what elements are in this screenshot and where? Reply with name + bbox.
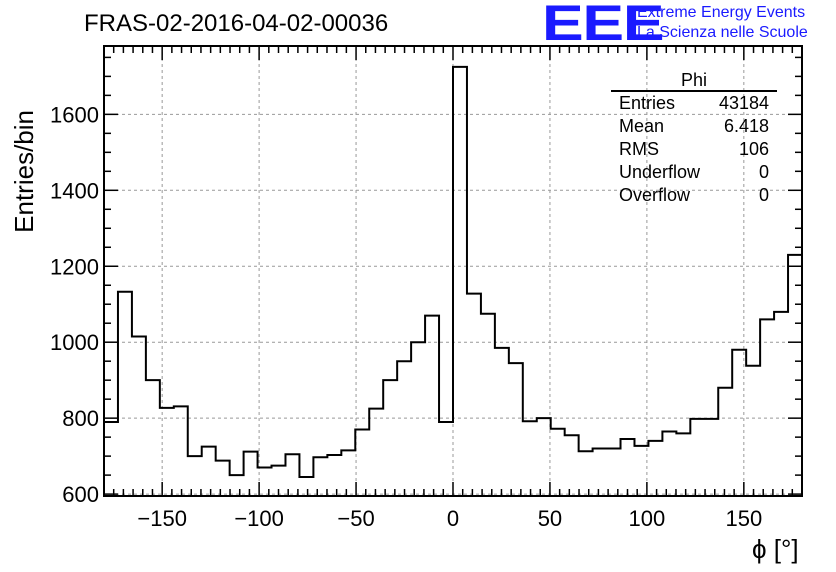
stats-row-mean: Mean 6.418 <box>611 115 777 138</box>
histogram-bin <box>341 450 355 496</box>
x-axis-label: ϕ [°] <box>752 534 799 564</box>
histogram-bin <box>104 422 118 496</box>
histogram-bin <box>718 388 732 496</box>
x-tick-label: −50 <box>337 506 374 531</box>
histogram-bin <box>369 409 383 496</box>
histogram-bin <box>621 439 635 496</box>
logo-caption-line1: Extreme Energy Events <box>637 4 806 21</box>
histogram-bin <box>648 441 662 496</box>
histogram-bin <box>118 292 132 496</box>
histogram-bin <box>551 429 565 496</box>
histogram-bin <box>327 455 341 496</box>
histogram-bin <box>439 422 453 496</box>
histogram-bin <box>662 431 676 496</box>
histogram-bin <box>788 255 802 496</box>
histogram-bin <box>481 314 495 496</box>
stats-value: 0 <box>758 162 769 182</box>
histogram-bin <box>397 361 411 496</box>
stats-value: 43184 <box>718 93 769 113</box>
stats-value: 0 <box>758 185 769 205</box>
histogram-bin <box>146 380 160 496</box>
x-tick-label: 0 <box>447 506 459 531</box>
histogram-bin <box>509 363 523 496</box>
logo-caption-line2: La Scienza nelle Scuole <box>637 24 808 41</box>
x-tick-label: −100 <box>234 506 284 531</box>
histogram-bin <box>467 294 481 496</box>
y-tick-label: 600 <box>62 482 99 507</box>
histogram-bin <box>704 419 718 496</box>
histogram-bin <box>299 477 313 496</box>
stats-row-entries: Entries 43184 <box>611 92 777 115</box>
y-tick-label: 1200 <box>50 254 99 279</box>
y-tick-label: 1000 <box>50 330 99 355</box>
histogram-bin <box>676 433 690 496</box>
histogram-bin <box>593 449 607 496</box>
histogram-bin <box>607 449 621 496</box>
histogram-bin <box>188 456 202 496</box>
x-tick-label: 50 <box>538 506 562 531</box>
stats-label: Overflow <box>619 185 691 205</box>
stats-label: Entries <box>619 93 676 113</box>
histogram-bin <box>174 406 188 496</box>
x-tick-label: −150 <box>137 506 187 531</box>
y-tick-label: 800 <box>62 406 99 431</box>
histogram-outline <box>104 65 802 479</box>
histogram-bin <box>202 447 216 496</box>
plot-title: FRAS-02-2016-04-02-00036 <box>84 10 389 37</box>
histogram-bin <box>746 366 760 496</box>
stats-value: 6.418 <box>723 116 769 136</box>
histogram-bin <box>453 67 467 496</box>
histogram-bin <box>537 418 551 496</box>
eee-logo: EEE <box>542 0 665 51</box>
histogram-bin <box>355 430 369 496</box>
stats-row-rms: RMS 106 <box>611 138 777 161</box>
histogram-bin <box>579 451 593 496</box>
stats-row-overflow: Overflow 0 <box>611 184 777 207</box>
stats-box-name: Phi <box>611 70 777 92</box>
y-tick-label: 1600 <box>50 102 99 127</box>
histogram-bin <box>690 419 704 496</box>
histogram-bin <box>523 421 537 496</box>
y-axis-label: Entries/bin <box>9 110 39 233</box>
stats-value: 106 <box>738 139 769 159</box>
tick-labels: −150 −100 −50 0 50 100 150 600 800 1000 1200 1400 16… <box>50 102 762 531</box>
histogram-bin <box>383 380 397 496</box>
stats-label: RMS <box>619 139 659 159</box>
histogram-bin <box>230 475 244 496</box>
histogram-bin <box>411 342 425 496</box>
stats-label: Underflow <box>619 162 701 182</box>
stats-row-underflow: Underflow 0 <box>611 161 777 184</box>
histogram-bin <box>216 461 230 496</box>
histogram-bin <box>774 312 788 496</box>
histogram-bin <box>132 337 146 496</box>
stats-box: Phi Entries 43184 Mean 6.418 RMS 106 Underf… <box>611 70 777 207</box>
histogram-bin <box>565 435 579 496</box>
x-tick-label: 100 <box>629 506 666 531</box>
histogram-bin <box>244 452 258 496</box>
axis-ticks <box>104 46 802 496</box>
histogram-bin <box>495 348 509 496</box>
stats-label: Mean <box>619 116 665 136</box>
x-tick-label: 150 <box>725 506 762 531</box>
histogram-bin <box>760 319 774 496</box>
histogram-bin <box>313 457 327 496</box>
y-tick-label: 1400 <box>50 178 99 203</box>
